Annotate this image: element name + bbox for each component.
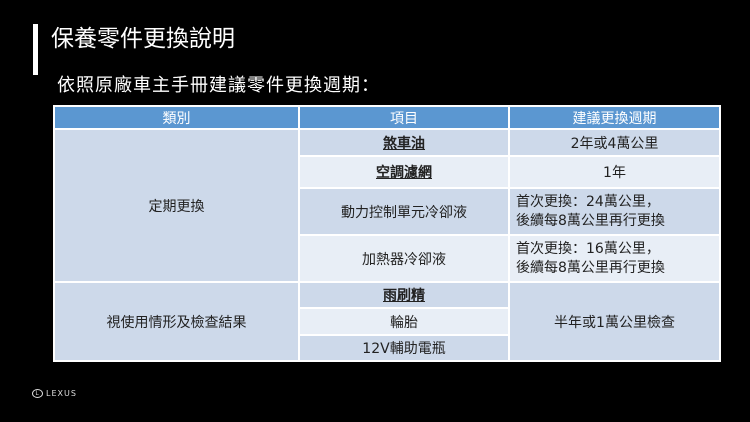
page-title: 保養零件更換說明 — [51, 26, 235, 52]
header-category: 類別 — [53, 105, 300, 130]
table-row: 輪胎 — [54, 307, 720, 336]
category-cell: 視使用情形及檢查結果 — [53, 281, 300, 362]
accent-bar — [33, 24, 38, 75]
lexus-emblem-icon: L — [32, 389, 43, 398]
period-cell: 1年 — [508, 155, 721, 189]
period-line: 首次更換：16萬公里， — [516, 240, 660, 257]
period-cell: 首次更換：16萬公里， 後續每8萬公里再行更換 — [508, 234, 721, 283]
logo-text: LEXUS — [46, 389, 77, 398]
item-cell: 雨刷精 — [298, 281, 510, 309]
item-cell: 空調濾網 — [298, 155, 510, 189]
table-row: 空調濾網 1年 — [54, 155, 721, 189]
item-cell: 煞車油 — [298, 128, 510, 157]
table-header-row: 類別 項目 建議更換週期 — [53, 105, 721, 130]
table-row: 定期更換 煞車油 2年或4萬公里 — [53, 128, 721, 283]
period-line: 首次更換：24萬公里， — [516, 193, 660, 210]
category-cell: 定期更換 — [53, 128, 300, 283]
item-cell: 動力控制單元冷卻液 — [298, 187, 510, 236]
table-row: 動力控制單元冷卻液 首次更換：24萬公里， 後續每8萬公里再行更換 — [54, 187, 721, 236]
maintenance-table: 類別 項目 建議更換週期 定期更換 煞車油 2年或4萬公里 空調濾網 1年 動力… — [53, 105, 721, 362]
page-subtitle: 依照原廠車主手冊建議零件更換週期： — [57, 75, 380, 96]
period-cell: 半年或1萬公里檢查 — [508, 281, 721, 362]
table-row: 視使用情形及檢查結果 雨刷精 半年或1萬公里檢查 — [53, 281, 721, 362]
item-cell: 12V輔助電瓶 — [298, 334, 510, 362]
period-cell: 首次更換：24萬公里， 後續每8萬公里再行更換 — [508, 187, 721, 236]
header-period: 建議更換週期 — [508, 105, 721, 130]
lexus-logo: L LEXUS — [32, 389, 77, 398]
header-item: 項目 — [298, 105, 510, 130]
item-cell: 輪胎 — [298, 307, 510, 336]
period-line: 後續每8萬公里再行更換 — [516, 259, 665, 276]
period-line: 後續每8萬公里再行更換 — [516, 212, 665, 229]
period-cell: 2年或4萬公里 — [508, 128, 721, 157]
table-row: 12V輔助電瓶 — [54, 334, 720, 362]
table-row: 加熱器冷卻液 首次更換：16萬公里， 後續每8萬公里再行更換 — [54, 234, 721, 283]
item-cell: 加熱器冷卻液 — [298, 234, 510, 283]
